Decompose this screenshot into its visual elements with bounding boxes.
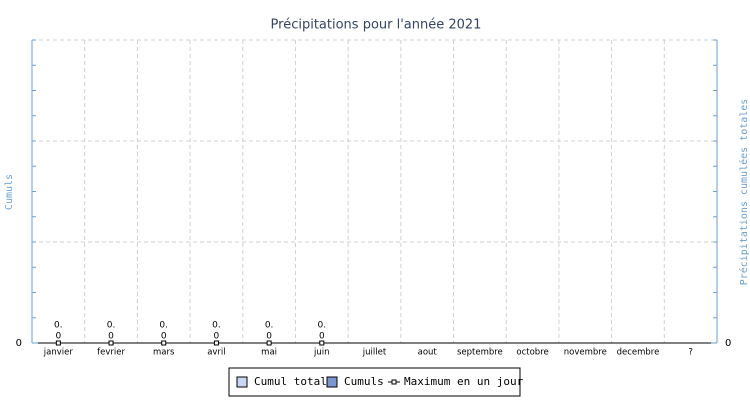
x-tick-label: septembre: [457, 348, 503, 358]
value-label: 0.: [159, 321, 168, 331]
legend-swatch: [326, 376, 338, 388]
x-tick-label: octobre: [516, 348, 548, 358]
x-tick-label: juillet: [362, 348, 387, 358]
x-tick-label: aout: [418, 348, 438, 358]
value-label: 0: [161, 332, 167, 342]
value-label: 0: [266, 332, 272, 342]
value-label: 0: [214, 332, 220, 342]
x-tick-label: janvier: [43, 348, 74, 358]
y2-axis-label: Précipitations cumulées totales: [738, 99, 750, 286]
x-tick-label: decembre: [617, 348, 660, 358]
y-tick-label: 0: [16, 338, 22, 349]
value-label: 0.: [265, 321, 274, 331]
max-marker: [161, 340, 167, 346]
legend-marker: [391, 379, 397, 385]
value-label: 0: [319, 332, 325, 342]
max-marker: [55, 340, 61, 346]
chart-title: Précipitations pour l'année 2021: [271, 18, 482, 33]
value-label: 0.: [212, 321, 221, 331]
legend-label: Maximum en un jour: [404, 375, 524, 388]
x-tick-label: mai: [261, 348, 277, 358]
value-label: 0: [55, 332, 61, 342]
y2-tick-label: 0: [725, 338, 731, 349]
x-tick-label: juin: [313, 348, 330, 358]
value-label: 0.: [318, 321, 327, 331]
legend-label: Cumul total: [254, 375, 327, 388]
max-marker: [108, 340, 114, 346]
max-marker: [266, 340, 272, 346]
value-label: 0.: [107, 321, 116, 331]
legend-label: Cumuls: [344, 375, 384, 388]
value-label: 0.: [54, 321, 63, 331]
x-tick-label: ?: [688, 348, 693, 358]
legend: [228, 367, 521, 397]
y-axis-label: Cumuls: [4, 174, 15, 210]
max-marker: [213, 340, 219, 346]
max-marker: [319, 340, 325, 346]
x-tick-label: novembre: [564, 348, 607, 358]
x-tick-label: fevrier: [97, 348, 125, 358]
x-tick-label: mars: [153, 348, 175, 358]
legend-swatch: [236, 376, 248, 388]
x-tick-label: avril: [207, 348, 225, 358]
value-label: 0: [108, 332, 114, 342]
